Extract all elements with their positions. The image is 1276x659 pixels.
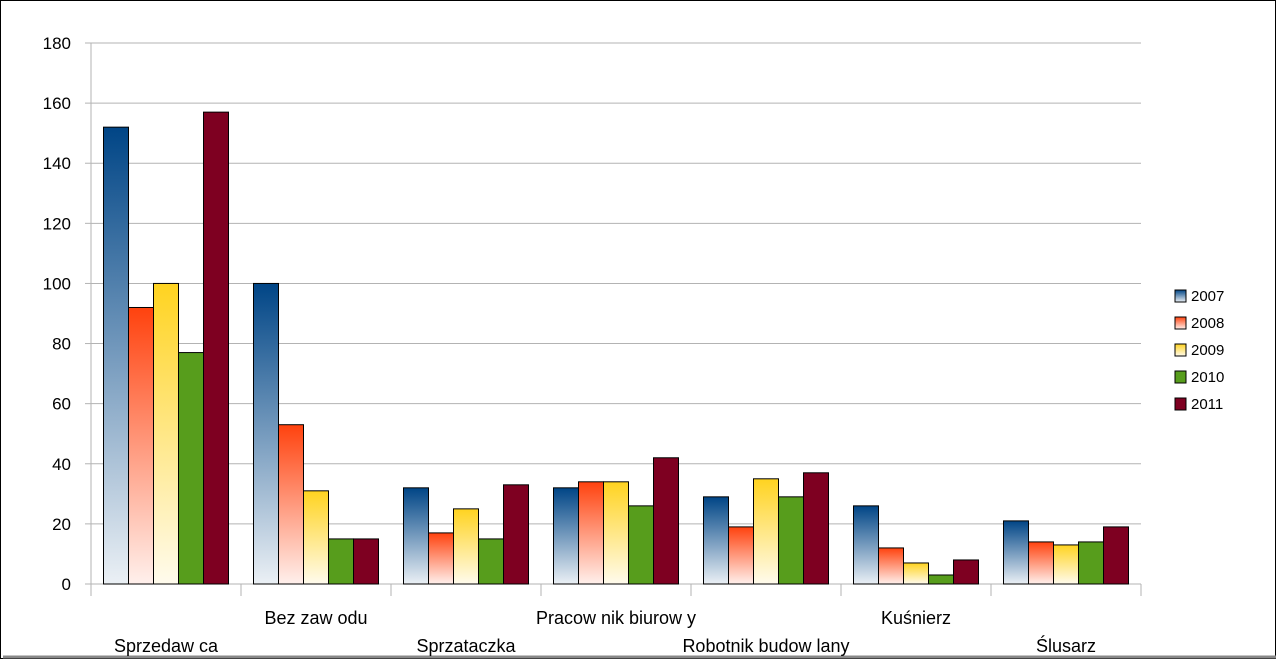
bar-2011-0 <box>203 111 229 585</box>
y-tick-label: 120 <box>43 214 71 233</box>
bar-2010-4 <box>778 496 804 585</box>
category-label: Bez zaw odu <box>264 608 367 628</box>
legend-swatch-2007 <box>1174 289 1187 303</box>
y-tick-label: 180 <box>43 34 71 53</box>
bar-2009-0 <box>153 282 179 585</box>
bar-2007-4 <box>703 496 729 585</box>
legend-label: 2009 <box>1191 342 1224 359</box>
y-tick-label: 60 <box>52 395 71 414</box>
bar-2008-5 <box>878 547 904 585</box>
legend-label: 2008 <box>1191 315 1224 332</box>
category-label: Pracow nik biurow y <box>536 608 696 628</box>
bar-2010-1 <box>328 538 354 585</box>
legend-swatch-2011 <box>1174 397 1187 411</box>
category-label: Sprzedaw ca <box>114 636 219 656</box>
bar-2009-6 <box>1053 544 1079 585</box>
bar-2010-5 <box>928 574 954 585</box>
legend-label: 2011 <box>1191 396 1223 413</box>
bar-2007-1 <box>253 282 279 585</box>
category-label: Sprzataczka <box>416 636 516 656</box>
category-labels: Sprzedaw ca Bez zaw odu Sprzataczka Pracow … <box>114 608 1096 656</box>
bar-2008-4 <box>728 526 754 585</box>
bar-2009-2 <box>453 508 479 585</box>
bar-2011-4 <box>803 472 829 585</box>
bars <box>103 111 1129 585</box>
bar-2007-2 <box>403 487 429 585</box>
bar-2010-3 <box>628 505 654 585</box>
y-tick-label: 80 <box>52 335 71 354</box>
legend-label: 2010 <box>1191 369 1224 386</box>
legend-swatch-2009 <box>1174 343 1187 357</box>
y-tick-label: 40 <box>52 455 71 474</box>
y-tick-label: 100 <box>43 274 71 293</box>
legend-label: 2007 <box>1191 288 1224 305</box>
legend-swatch-2010 <box>1174 370 1187 384</box>
category-label: Robotnik budow lany <box>682 636 849 656</box>
axes: 0 20 40 60 80 100 120 140 160 180 <box>43 34 1142 596</box>
legend-swatch-2008 <box>1174 316 1187 330</box>
bar-2008-6 <box>1028 541 1054 585</box>
bar-2007-5 <box>853 505 879 585</box>
bar-2008-1 <box>278 424 304 585</box>
bar-2011-1 <box>353 538 379 585</box>
bar-2008-2 <box>428 532 454 585</box>
y-tick-label: 20 <box>52 515 71 534</box>
bar-2007-3 <box>553 487 579 585</box>
bar-2010-6 <box>1078 541 1104 585</box>
bar-2009-3 <box>603 481 629 585</box>
bar-2010-0 <box>178 352 204 585</box>
bar-2011-6 <box>1103 526 1129 585</box>
category-label: Ślusarz <box>1036 635 1096 656</box>
bar-2011-3 <box>653 457 679 585</box>
bar-2010-2 <box>478 538 504 585</box>
bar-2007-0 <box>103 126 129 585</box>
bar-2009-1 <box>303 490 329 585</box>
bar-2009-5 <box>903 562 929 585</box>
bar-2008-3 <box>578 481 604 585</box>
bar-2011-5 <box>953 559 979 585</box>
bar-2008-0 <box>128 306 154 585</box>
bar-2011-2 <box>503 484 529 585</box>
y-tick-label: 160 <box>43 94 71 113</box>
legend: 2007 2008 2009 2010 2011 <box>1174 288 1224 413</box>
y-tick-label: 0 <box>62 575 71 594</box>
bar-2009-4 <box>753 478 779 585</box>
y-tick-label: 140 <box>43 154 71 173</box>
category-label: Kuśnierz <box>881 608 951 628</box>
bar-2007-6 <box>1003 520 1029 585</box>
